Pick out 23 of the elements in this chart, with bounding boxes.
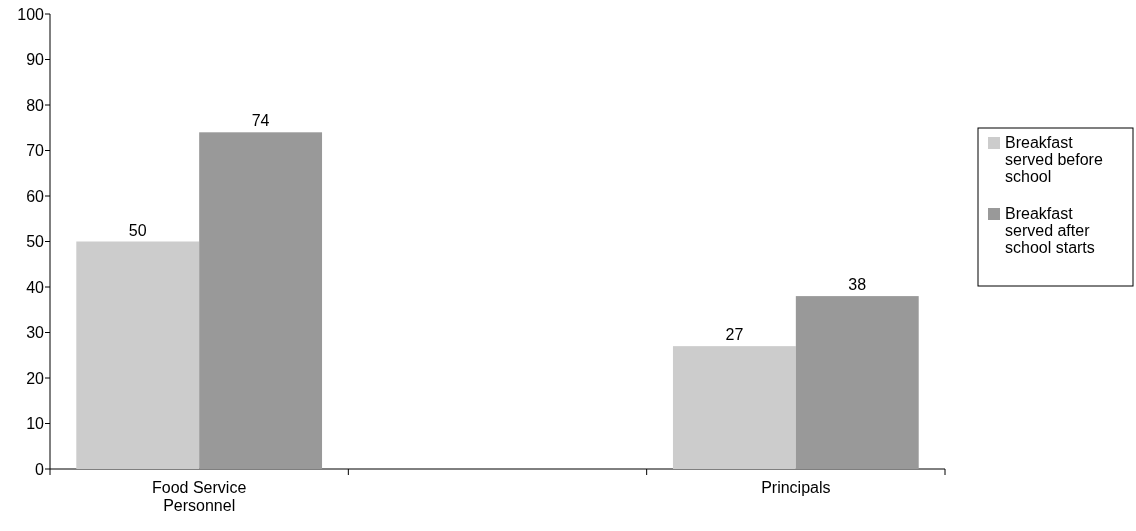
y-tick-label: 0 xyxy=(35,460,45,478)
y-tick-label: 90 xyxy=(26,51,45,69)
legend-label: Breakfast served after school starts xyxy=(1005,205,1095,256)
y-tick-label: 40 xyxy=(26,278,45,296)
y-tick-label: 10 xyxy=(26,415,45,433)
bar xyxy=(672,346,796,469)
y-tick-label: 20 xyxy=(26,369,45,387)
y-tick-label: 60 xyxy=(26,187,45,205)
y-tick-label: 30 xyxy=(26,324,45,342)
x-tick-label: Principals xyxy=(761,479,831,496)
y-tick-label: 50 xyxy=(26,233,45,251)
bar xyxy=(795,296,919,469)
y-tick-label: 70 xyxy=(26,142,45,160)
legend-label: Breakfast served before school xyxy=(1005,134,1103,185)
y-tick-label: 100 xyxy=(17,5,45,23)
bar xyxy=(199,132,323,469)
data-label: 27 xyxy=(725,326,744,344)
y-tick-label: 80 xyxy=(26,96,45,114)
data-label: 50 xyxy=(128,221,147,239)
x-tick-label: Food Service Personnel xyxy=(152,479,247,514)
bar xyxy=(76,241,200,469)
data-label: 38 xyxy=(848,276,867,294)
data-label: 74 xyxy=(251,112,270,130)
